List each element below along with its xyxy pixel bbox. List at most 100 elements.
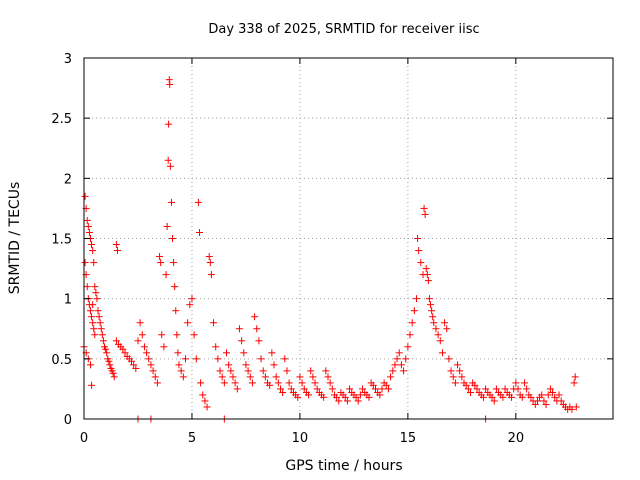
data-point xyxy=(410,307,418,315)
data-point xyxy=(240,349,248,357)
data-point xyxy=(205,253,213,261)
x-tick-label: 0 xyxy=(80,431,88,446)
data-point xyxy=(206,259,214,267)
data-point xyxy=(542,401,550,409)
data-point xyxy=(270,361,278,369)
data-point xyxy=(85,228,93,236)
data-point xyxy=(163,222,171,230)
data-point xyxy=(96,319,104,327)
data-point xyxy=(151,373,159,381)
data-point xyxy=(346,385,354,393)
data-point xyxy=(105,357,113,365)
data-point xyxy=(300,385,308,393)
data-point xyxy=(186,301,194,309)
data-point xyxy=(113,247,121,255)
data-point xyxy=(389,367,397,375)
data-point xyxy=(492,385,500,393)
data-point xyxy=(382,381,390,389)
data-point xyxy=(88,241,96,249)
data-point xyxy=(98,331,106,339)
data-point xyxy=(415,247,423,255)
data-point xyxy=(89,319,97,327)
data-point xyxy=(417,259,425,267)
data-point xyxy=(313,385,321,393)
data-point xyxy=(421,210,429,218)
data-point xyxy=(220,379,228,387)
data-point xyxy=(462,381,470,389)
data-point xyxy=(140,343,148,351)
axis-ticks: 0 0.5 1 1.5 2 2.5 3 0 5 10 15 20 xyxy=(51,52,613,446)
data-point xyxy=(233,385,241,393)
data-point xyxy=(143,349,151,357)
y-tick-label: 3 xyxy=(64,52,72,67)
data-point xyxy=(203,403,211,411)
data-point xyxy=(166,80,174,88)
data-point xyxy=(196,228,204,236)
data-point xyxy=(225,361,233,369)
data-point xyxy=(184,319,192,327)
data-point xyxy=(248,379,256,387)
data-point xyxy=(244,367,252,375)
data-point xyxy=(456,367,464,375)
data-point xyxy=(488,393,496,401)
data-point xyxy=(305,391,313,399)
data-point xyxy=(570,379,578,387)
data-point xyxy=(112,337,120,345)
data-point xyxy=(268,349,276,357)
data-point xyxy=(501,385,509,393)
data-point xyxy=(555,391,563,399)
data-point xyxy=(420,204,428,212)
data-points xyxy=(80,76,580,423)
data-point xyxy=(518,393,526,401)
data-point xyxy=(130,361,138,369)
data-point xyxy=(359,385,367,393)
data-point xyxy=(88,313,96,321)
data-point xyxy=(253,325,261,333)
data-point xyxy=(546,385,554,393)
data-point xyxy=(520,379,528,387)
data-point xyxy=(445,355,453,363)
data-point xyxy=(218,373,226,381)
data-point xyxy=(246,373,254,381)
data-point xyxy=(402,355,410,363)
data-point xyxy=(138,331,146,339)
data-point xyxy=(112,241,120,249)
data-point xyxy=(531,401,539,409)
data-point xyxy=(508,393,516,401)
data-point xyxy=(165,120,173,128)
data-point xyxy=(371,385,379,393)
data-point xyxy=(307,367,315,375)
data-point xyxy=(471,381,479,389)
data-point xyxy=(283,367,291,375)
data-point xyxy=(91,283,99,291)
data-point xyxy=(449,373,457,381)
data-point xyxy=(422,265,430,273)
data-point xyxy=(145,355,153,363)
data-point xyxy=(335,397,343,405)
data-point xyxy=(466,389,474,397)
data-point xyxy=(167,198,175,206)
data-point xyxy=(571,373,579,381)
data-point xyxy=(83,283,91,291)
data-point xyxy=(451,379,459,387)
data-point xyxy=(352,393,360,401)
data-point xyxy=(132,364,140,372)
data-point xyxy=(499,393,507,401)
data-point xyxy=(97,325,105,333)
data-point xyxy=(425,295,433,303)
data-point xyxy=(223,349,231,357)
data-point xyxy=(157,259,165,267)
data-point xyxy=(81,259,89,267)
data-point xyxy=(384,385,392,393)
data-point xyxy=(106,361,114,369)
data-point xyxy=(242,361,250,369)
data-point xyxy=(281,355,289,363)
y-tick-label: 0 xyxy=(64,413,72,428)
data-point xyxy=(102,345,110,353)
data-point xyxy=(172,307,180,315)
data-point xyxy=(464,385,472,393)
data-point xyxy=(443,325,451,333)
data-point xyxy=(378,385,386,393)
data-point xyxy=(473,385,481,393)
